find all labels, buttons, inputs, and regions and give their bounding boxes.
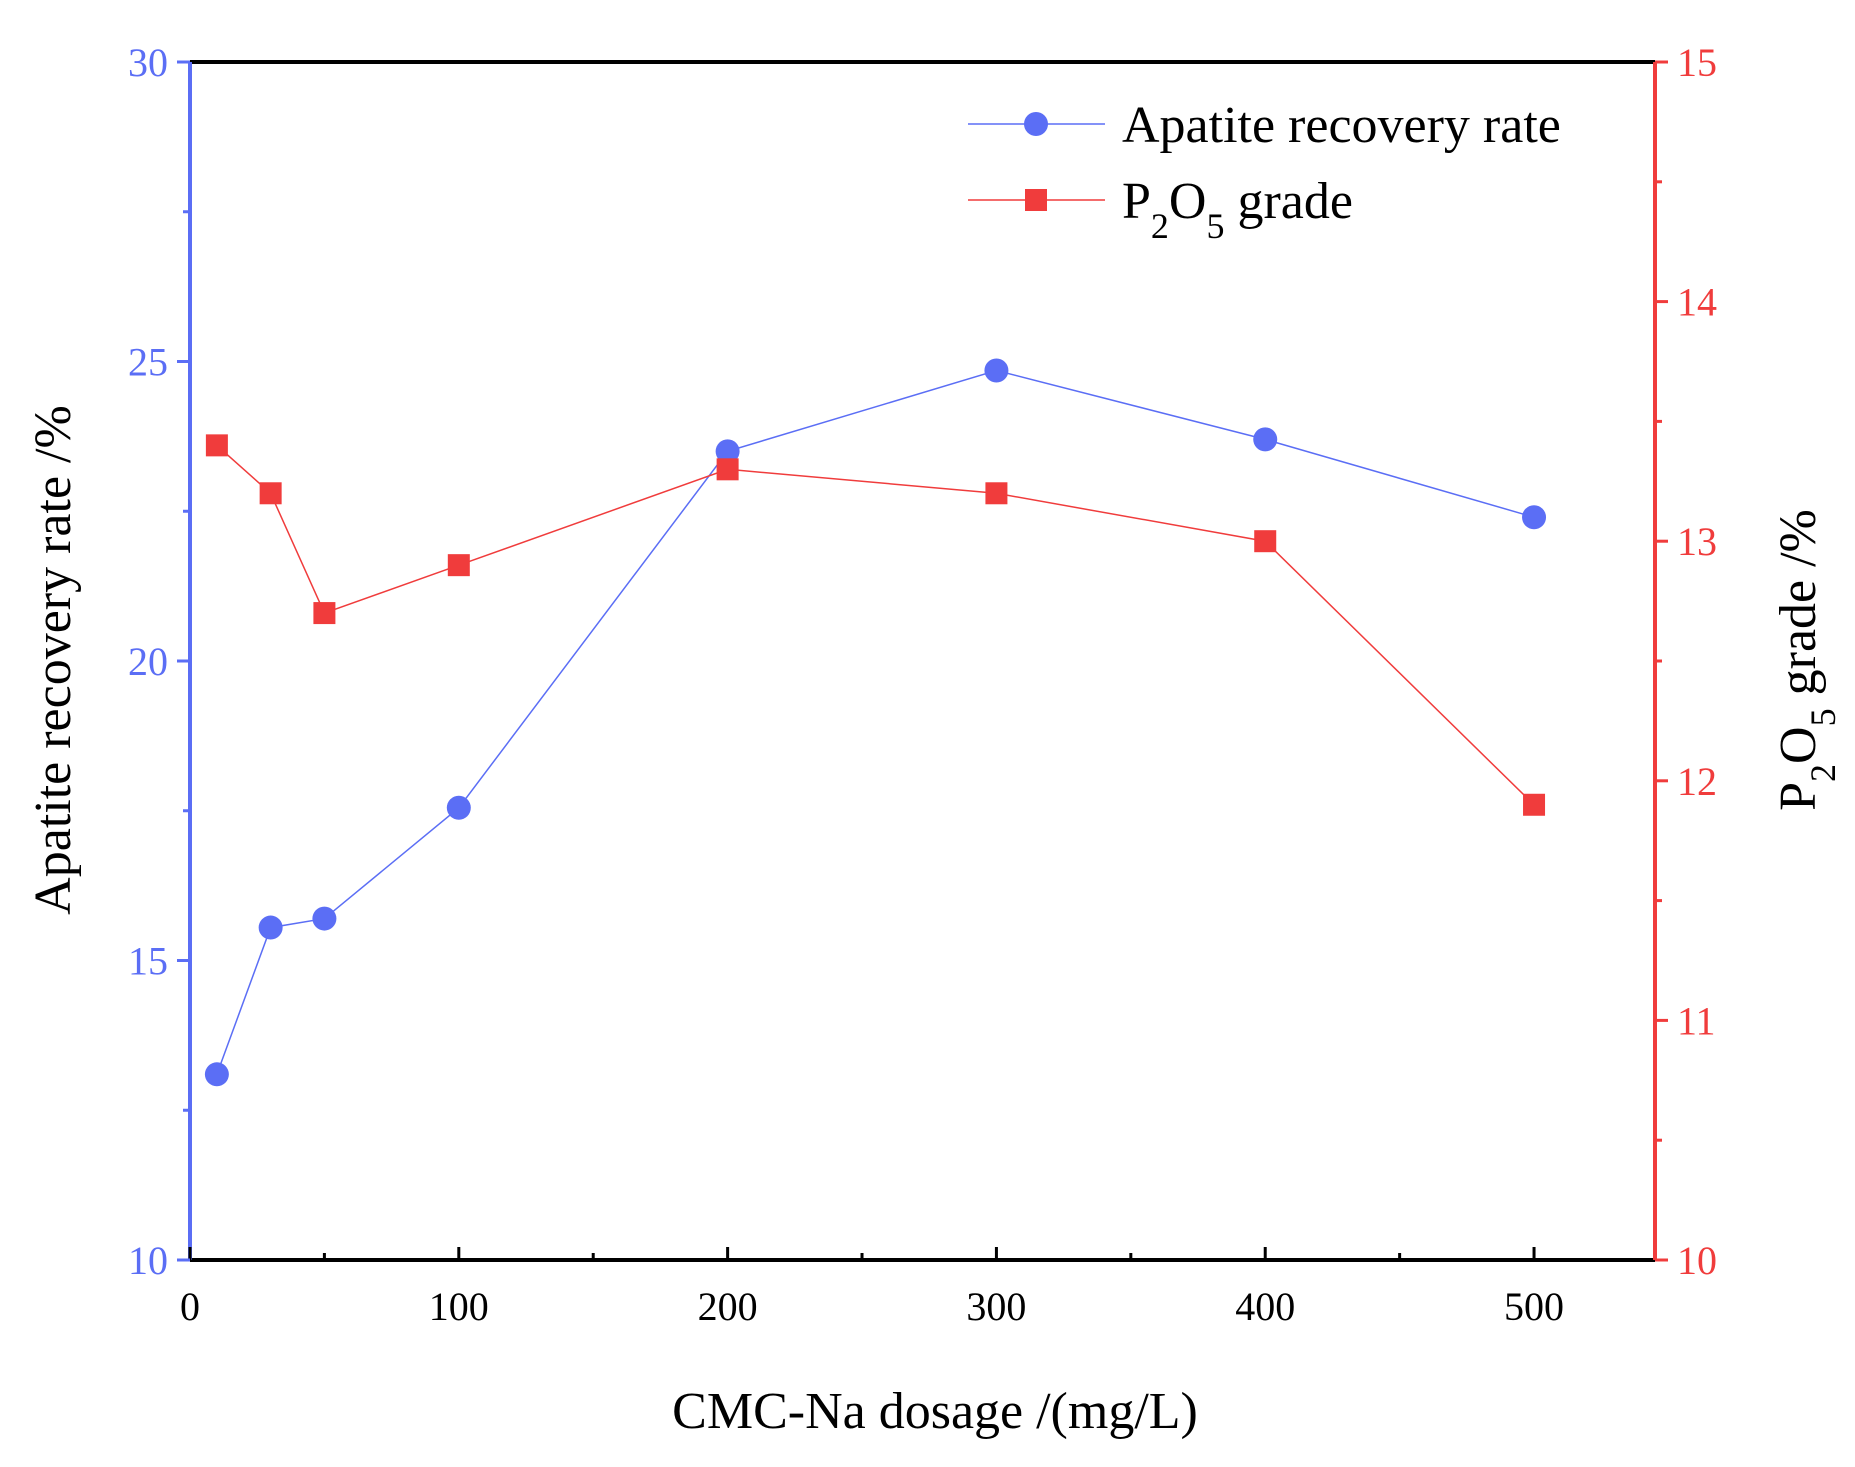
series-line-recovery [216,369,1535,1075]
legend-marker-grade [1025,189,1047,211]
data-point-grade [205,434,228,457]
right-tick-label: 12 [1677,759,1717,804]
left-tick-label: 10 [128,1238,168,1283]
right-title-rest: grade /% [1770,509,1827,708]
series-layer [204,358,1547,1087]
x-tick-label: 100 [429,1284,489,1329]
data-point-grade [447,554,470,577]
data-point-recovery [312,906,337,931]
data-point-recovery [1522,505,1547,530]
data-point-recovery [1253,427,1278,452]
data-point-grade [985,482,1008,505]
right-axis-title: P2O5 grade /% [1770,509,1843,811]
data-point-recovery [984,358,1009,383]
series-line-grade [216,444,1535,806]
legend-marker-recovery [1024,112,1048,136]
ticks-layer: 0 100 200 300 400 500 10 15 20 25 30 10 11 12 13 14 15 [128,40,1717,1329]
x-tick-label: 200 [698,1284,758,1329]
right-title-sub5: 5 [1803,708,1843,726]
right-tick-label: 11 [1677,998,1716,1043]
data-point-grade [1523,793,1546,816]
data-point-grade [716,458,739,481]
data-point-recovery [715,439,740,464]
right-tick-label: 15 [1677,40,1717,85]
data-point-recovery [258,915,283,940]
right-title-sub2: 2 [1803,764,1843,782]
right-tick-label: 10 [1677,1238,1717,1283]
x-tick-label: 300 [966,1284,1026,1329]
left-tick-label: 20 [128,639,168,684]
left-tick-label: 25 [128,340,168,385]
left-tick-label: 30 [128,40,168,85]
right-title-p: P [1770,782,1827,811]
x-axis-title: CMC-Na dosage /(mg/L) [672,1383,1198,1440]
legend-label-recovery: Apatite recovery rate [1122,97,1561,154]
left-tick-label: 15 [128,939,168,984]
right-title-o: O [1770,726,1827,764]
data-point-grade [259,482,282,505]
data-point-grade [313,602,336,625]
x-tick-label: 0 [180,1284,200,1329]
legend-label-grade: P2O5 grade [1122,173,1353,246]
plot-frame [188,60,1657,1262]
data-point-grade [1254,530,1277,553]
right-tick-label: 14 [1677,280,1717,325]
data-point-recovery [446,795,471,820]
legend: Apatite recovery rate P2O5 grade [968,97,1561,246]
data-point-recovery [204,1062,229,1087]
x-tick-label: 500 [1504,1284,1564,1329]
x-tick-label: 400 [1235,1284,1295,1329]
left-axis-title: Apatite recovery rate /% [25,405,82,915]
right-tick-label: 13 [1677,519,1717,564]
